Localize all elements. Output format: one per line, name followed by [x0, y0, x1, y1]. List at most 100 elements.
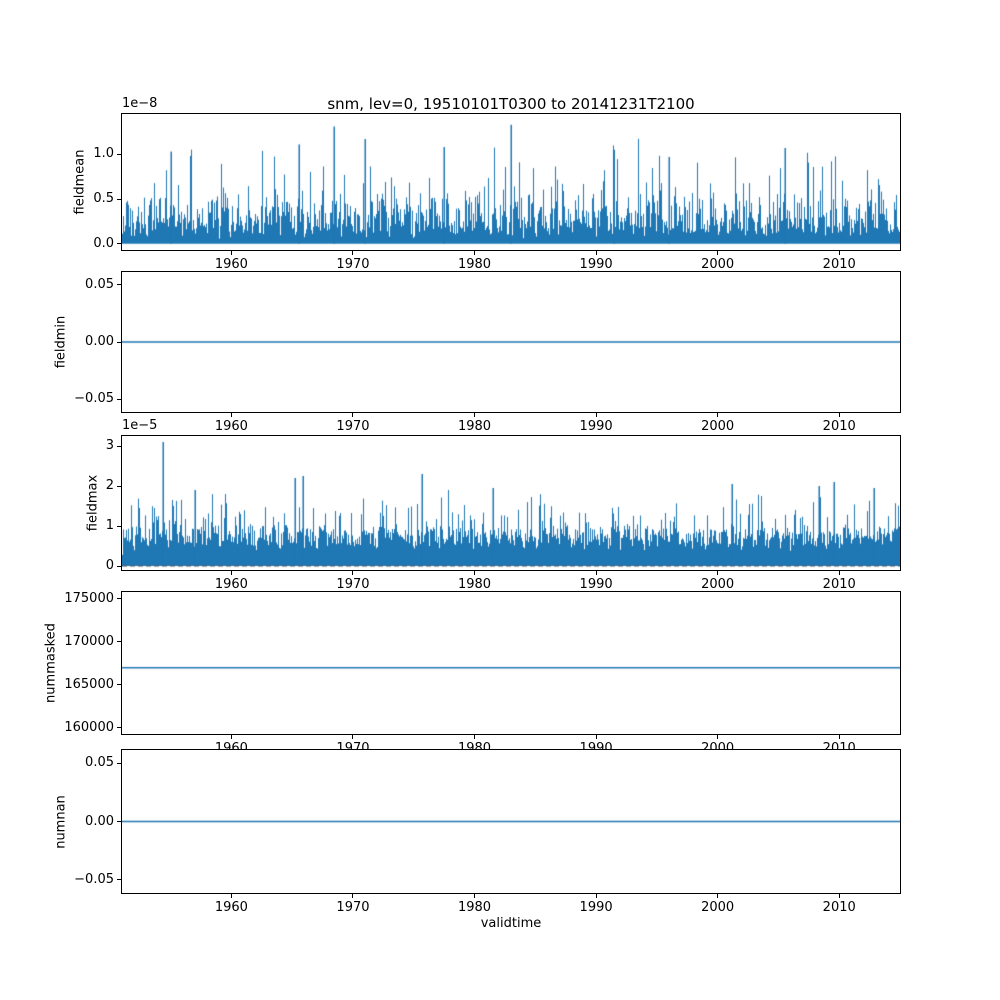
x-tick-label: 1960 — [214, 577, 248, 592]
x-tick-label: 1990 — [579, 577, 613, 592]
y-tick-label: 0.00 — [85, 334, 114, 349]
x-tick — [838, 413, 840, 417]
x-tick-label: 2000 — [701, 900, 735, 915]
x-tick — [352, 251, 354, 255]
plot-fieldmin — [121, 271, 901, 413]
x-tick — [474, 735, 476, 739]
y-tick-label: −0.05 — [74, 871, 114, 887]
numnan-series-canvas — [122, 750, 900, 893]
y-tick-label: 175000 — [64, 590, 114, 606]
x-axis-label: validtime — [480, 916, 542, 931]
x-tick — [838, 735, 840, 739]
y-tick — [117, 762, 121, 764]
y-tick — [117, 485, 121, 487]
x-tick — [352, 894, 354, 898]
x-tick-label: 2010 — [822, 577, 856, 592]
x-tick — [230, 894, 232, 898]
y-tick — [117, 153, 121, 155]
x-tick — [474, 571, 476, 575]
y-tick-label: −0.05 — [74, 391, 114, 406]
x-tick-label: 1970 — [336, 577, 370, 592]
x-tick-label: 1960 — [214, 257, 248, 272]
y-tick — [117, 598, 121, 600]
y-tick-label: 2 — [105, 478, 114, 493]
figure-title: snm, lev=0, 19510101T0300 to 20141231T21… — [327, 95, 695, 113]
x-tick — [352, 735, 354, 739]
x-tick-label: 1970 — [336, 900, 370, 915]
x-tick — [838, 894, 840, 898]
fieldmax-series-canvas — [122, 436, 900, 570]
nummasked-series-canvas — [122, 592, 900, 734]
y-tick-label: 0 — [105, 558, 114, 573]
x-tick-label: 1980 — [457, 419, 492, 434]
x-tick — [595, 894, 597, 898]
x-tick — [717, 251, 719, 255]
y-tick — [117, 684, 121, 686]
y-tick — [117, 284, 121, 286]
plot-fieldmean — [121, 113, 901, 251]
x-tick-label: 1990 — [579, 419, 613, 434]
fieldmean-series-canvas — [122, 114, 900, 250]
x-tick-label: 1990 — [579, 257, 613, 272]
x-tick-label: 1990 — [579, 900, 613, 915]
x-tick — [717, 894, 719, 898]
x-tick-label: 1980 — [457, 900, 492, 915]
plot-fieldmax — [121, 435, 901, 571]
x-tick-label: 1980 — [457, 577, 492, 592]
y-tick — [117, 198, 121, 200]
x-tick — [717, 413, 719, 417]
y-tick — [117, 879, 121, 881]
fieldmin-series-canvas — [122, 272, 900, 412]
x-tick-label: 2000 — [701, 257, 735, 272]
x-tick — [595, 571, 597, 575]
y-tick — [117, 727, 121, 729]
x-tick-label: 2000 — [701, 419, 735, 434]
x-tick-label: 1970 — [336, 257, 370, 272]
fieldmean-scale-offset-label: 1e−8 — [122, 96, 158, 111]
fieldmax-scale-offset-label: 1e−5 — [122, 418, 158, 433]
x-tick — [474, 894, 476, 898]
x-tick — [717, 571, 719, 575]
x-tick — [595, 413, 597, 417]
y-tick — [117, 398, 121, 400]
y-tick-label: 1 — [105, 518, 114, 533]
x-tick — [230, 413, 232, 417]
y-tick-label: 0.0 — [93, 235, 114, 251]
numnan-ylabel: numnan — [53, 794, 69, 849]
x-tick-label: 2010 — [822, 900, 856, 915]
fieldmean-ylabel: fieldmean — [72, 149, 88, 215]
x-tick — [352, 413, 354, 417]
x-tick — [595, 735, 597, 739]
y-tick-label: 170000 — [64, 633, 114, 649]
y-tick-label: 3 — [105, 438, 114, 453]
y-tick-label: 1.0 — [93, 146, 114, 162]
y-tick — [117, 243, 121, 245]
x-tick-label: 1980 — [457, 257, 492, 272]
y-tick — [117, 641, 121, 643]
y-tick — [117, 821, 121, 822]
x-tick — [230, 251, 232, 255]
y-tick — [117, 525, 121, 527]
x-tick-label: 1960 — [214, 900, 248, 915]
fieldmin-ylabel: fieldmin — [53, 315, 69, 369]
fieldmax-ylabel: fieldmax — [85, 474, 101, 532]
nummasked-ylabel: nummasked — [43, 623, 59, 703]
x-tick-label: 2000 — [701, 577, 735, 592]
y-tick-label: 0.05 — [85, 755, 114, 771]
y-tick-label: 0.5 — [93, 191, 114, 206]
y-tick-label: 165000 — [64, 676, 114, 692]
plot-numnan — [121, 749, 901, 894]
x-tick — [230, 571, 232, 575]
x-tick — [595, 251, 597, 255]
x-tick — [838, 251, 840, 255]
x-tick-label: 1970 — [336, 419, 370, 434]
x-tick — [838, 571, 840, 575]
x-tick — [717, 735, 719, 739]
y-tick-label: 0.00 — [85, 813, 114, 829]
y-tick-label: 0.05 — [85, 276, 114, 292]
y-tick — [117, 565, 121, 567]
x-tick-label: 2010 — [822, 419, 856, 434]
x-tick-label: 1960 — [214, 419, 248, 434]
x-tick — [474, 413, 476, 417]
